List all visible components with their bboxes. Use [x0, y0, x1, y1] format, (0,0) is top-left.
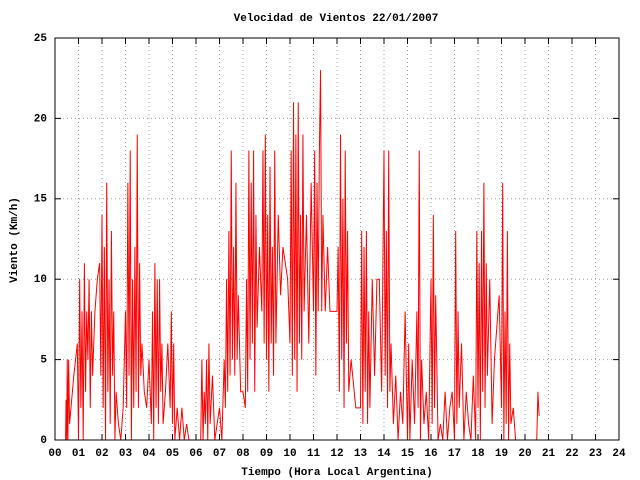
x-tick-label: 23 — [589, 448, 603, 460]
x-tick-label: 12 — [330, 448, 343, 460]
y-tick-label: 25 — [34, 33, 48, 45]
y-tick-label: 5 — [40, 355, 47, 367]
x-tick-label: 19 — [495, 448, 508, 460]
x-tick-label: 01 — [72, 448, 86, 460]
data-line — [65, 70, 540, 441]
x-tick-label: 24 — [612, 448, 626, 460]
x-tick-label: 00 — [48, 448, 61, 460]
y-tick-label: 15 — [34, 194, 48, 206]
x-tick-label: 21 — [542, 448, 556, 460]
x-tick-label: 10 — [283, 448, 296, 460]
x-tick-label: 04 — [142, 448, 156, 460]
x-tick-label: 18 — [471, 448, 485, 460]
x-tick-label: 06 — [189, 448, 202, 460]
y-tick-label: 20 — [34, 113, 47, 125]
x-axis-label: Tiempo (Hora Local Argentina) — [241, 467, 432, 479]
chart-title: Velocidad de Vientos 22/01/2007 — [234, 13, 439, 25]
plot-border — [54, 37, 620, 441]
x-tick-label: 08 — [236, 448, 250, 460]
x-tick-label: 02 — [95, 448, 108, 460]
x-tick-label: 22 — [565, 448, 578, 460]
x-tick-label: 14 — [377, 448, 391, 460]
x-tick-label: 16 — [424, 448, 437, 460]
x-tick-label: 15 — [401, 448, 415, 460]
y-tick-label: 10 — [34, 274, 47, 286]
x-tick-label: 13 — [354, 448, 368, 460]
x-tick-label: 05 — [166, 448, 180, 460]
y-axis-label: Viento (Km/h) — [9, 197, 21, 283]
x-tick-label: 11 — [307, 448, 321, 460]
y-tick-label: 0 — [40, 435, 47, 447]
x-tick-label: 17 — [448, 448, 461, 460]
x-tick-label: 20 — [518, 448, 531, 460]
x-tick-label: 09 — [260, 448, 273, 460]
x-tick-label: 03 — [119, 448, 133, 460]
x-tick-label: 07 — [213, 448, 226, 460]
